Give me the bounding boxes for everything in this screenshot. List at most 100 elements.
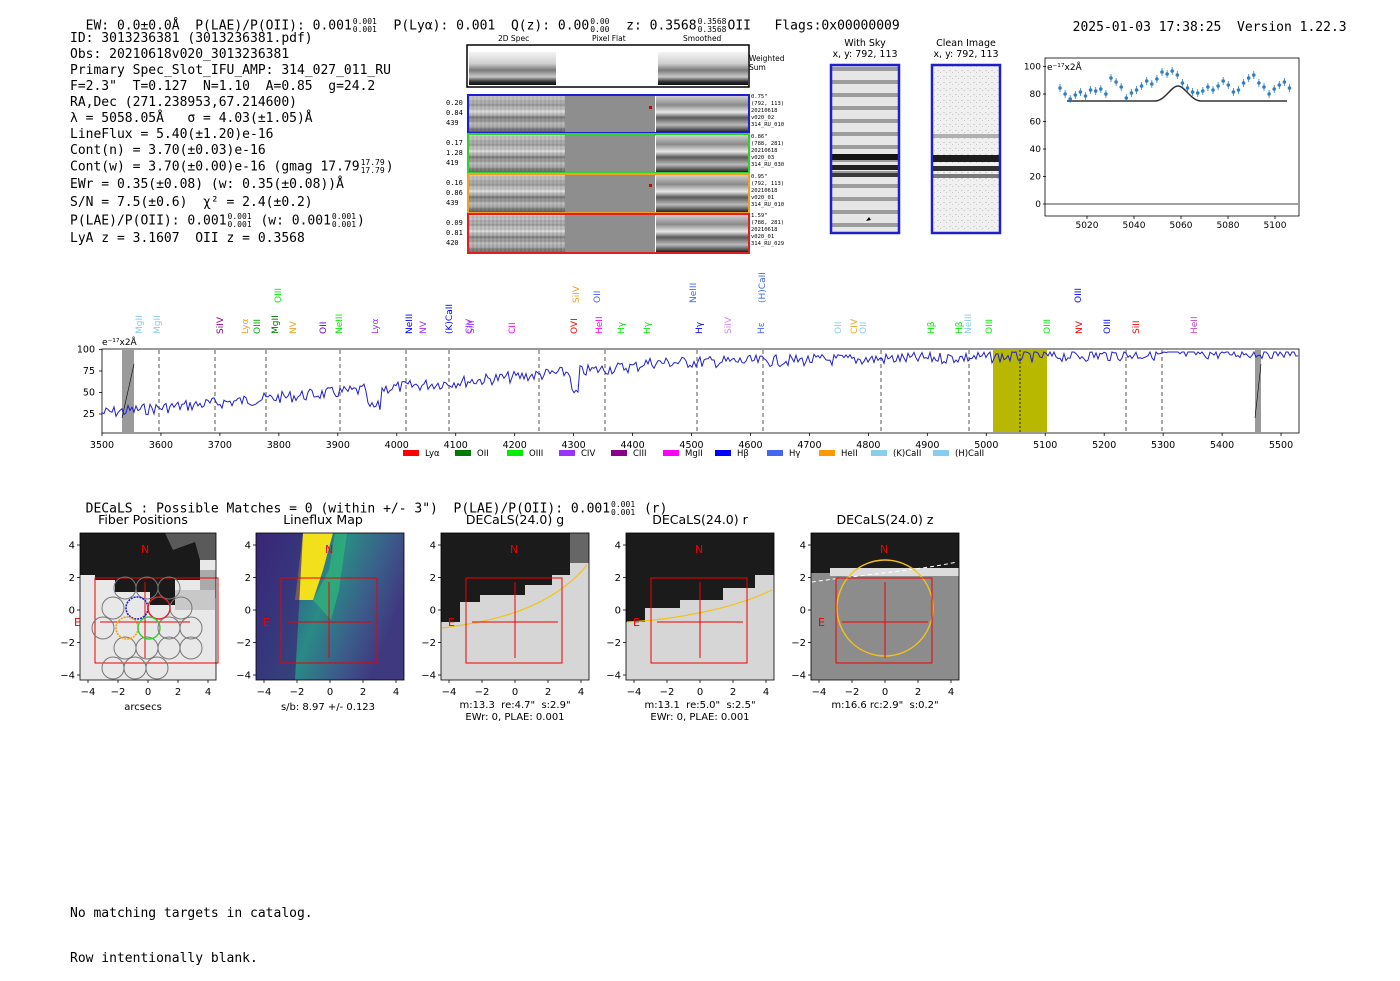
zoom-xtick-label: 5020 — [1076, 221, 1099, 231]
spectrum-xtick-label: 3800 — [267, 440, 291, 451]
zoom-point — [1262, 85, 1266, 89]
panel-xtick-label: 4 — [578, 687, 584, 698]
zoom-point — [1124, 96, 1129, 100]
row3-val-c: 439 — [446, 199, 459, 207]
zoom-ytick-label: 80 — [1030, 90, 1042, 100]
info-lineflux: LineFlux = 5.40(±1.20)e-16 — [70, 127, 274, 142]
spectrum-yticks: 25 50 75 100 — [77, 345, 102, 420]
legend-swatch — [767, 450, 783, 456]
info-plae: P(LAE)/P(OII): 0.001 0.001 0.001 (w: 0.001… — [70, 212, 365, 229]
zoom-plot: e⁻¹⁷x2Å 0 20 40 60 80 100 5020 5040 5060 5080 510… — [1024, 57, 1300, 231]
line-label: MgII — [153, 315, 163, 334]
with-sky-label: With Sky — [844, 38, 886, 49]
spectrum-xtick-label: 5200 — [1092, 440, 1116, 451]
with-sky-xy: x, y: 792, 113 — [832, 49, 898, 60]
panel-ytick-label: −4 — [421, 671, 436, 682]
header-plae-sup: 0.001 — [352, 17, 377, 26]
legend-label: (K)CaII — [893, 449, 921, 459]
info-contn: Cont(n) = 3.70(±0.03)e-16 — [70, 143, 266, 158]
line-label: SiIV — [216, 316, 226, 334]
spectrum-trace — [101, 350, 1299, 418]
info-contw-sup: 17.79 — [360, 158, 385, 167]
spec2d-row4-vals: 0.09 0.81 420 — [446, 218, 463, 248]
legend-swatch — [611, 450, 627, 456]
zoom-ytick-label: 60 — [1030, 118, 1042, 128]
row3-meta-c: 20210618 — [751, 188, 778, 194]
zoom-point — [1252, 73, 1256, 77]
info-ewr: EWr = 0.35(±0.08) (w: 0.35(±0.08))Å — [70, 177, 344, 192]
line-label: OII — [593, 291, 603, 303]
panel-ytick-label: 0 — [430, 606, 436, 617]
line-label: MgII — [271, 315, 281, 334]
panel-ytick-label: 0 — [800, 606, 806, 617]
panel-ytick-label: −2 — [421, 638, 436, 649]
zoom-point — [1231, 90, 1236, 94]
line-label: OII — [834, 322, 844, 334]
zoom-point — [1144, 79, 1149, 83]
info-id: ID: 3013236381 (3013236381.pdf) — [70, 31, 313, 46]
zoom-point — [1073, 93, 1078, 97]
line-label: CIV — [465, 318, 475, 334]
line-label: OIII — [1074, 288, 1084, 303]
row1-meta-c: 20210618 — [751, 108, 778, 114]
row1-meta-d: v020_02 — [751, 115, 775, 121]
zoom-ytick-label: 20 — [1030, 173, 1042, 183]
header-ew: EW: 0.0±0.0Å — [85, 18, 180, 34]
zoom-units: e⁻¹⁷x2Å — [1047, 61, 1083, 73]
legend-label: MgII — [685, 449, 703, 459]
panel-ytick-label: 0 — [69, 606, 75, 617]
line-label: SiII — [467, 320, 477, 334]
spectrum-xtick-label: 4100 — [444, 440, 468, 451]
zoom-xtick-label: 5040 — [1123, 221, 1146, 231]
panel-decals-g-cap1: m:13.3 re:4.7" s:2.9" — [459, 700, 571, 711]
catalog-note: No matching targets in catalog. Row inte… — [70, 876, 313, 981]
zoom-point — [1093, 89, 1098, 93]
panel-ytick-label: −4 — [606, 671, 621, 682]
header-z: z: 0.3568 — [626, 18, 697, 34]
line-label: CII — [508, 322, 518, 334]
decals-summary-sub: 0.001 — [611, 508, 636, 517]
panel-ytick-label: −2 — [791, 638, 806, 649]
header-z-sup: 0.3568 — [697, 17, 727, 26]
weighted-smooth — [658, 52, 748, 85]
line-label: OIII — [274, 288, 284, 303]
zoom-ytick-label: 100 — [1024, 63, 1041, 73]
spectrum-xtick-label: 3600 — [149, 440, 173, 451]
legend-swatch — [933, 450, 949, 456]
info-fiber: F=2.3" T=0.127 N=1.10 A=0.85 g=24.2 — [70, 79, 376, 94]
panel-decals-r-svg: N E 4 2 0 −2 −4 −4 −2 0 2 4 — [606, 532, 775, 698]
line-label: SiIV — [724, 316, 734, 334]
row4-meta-c: 20210618 — [751, 227, 778, 233]
zoom-xtick-label: 5060 — [1170, 221, 1193, 231]
line-label: OIII — [985, 319, 995, 334]
sky-svg — [829, 63, 1002, 235]
zoom-point — [1236, 88, 1241, 92]
catalog-note-line1: No matching targets in catalog. — [70, 906, 313, 921]
line-label: SiIV — [572, 285, 582, 303]
line-label: Hβ — [927, 321, 937, 334]
zoom-point — [1201, 89, 1205, 93]
line-label: NV — [419, 320, 429, 334]
zoom-point — [1180, 81, 1185, 85]
spectrum-xtick-label: 4800 — [856, 440, 880, 451]
clean-image-xy: x, y: 792, 113 — [933, 49, 999, 60]
line-label: (K)CaII — [445, 304, 455, 334]
line-label: OVI — [570, 318, 580, 334]
panel-axes: 4 2 0 −2 −4 −4 −2 0 2 4 — [236, 541, 399, 699]
line-label: OIII — [1103, 319, 1113, 334]
row2-meta-e: 314_RU_030 — [751, 162, 785, 168]
legend-label: CIV — [581, 449, 595, 459]
panel-fiber-svg: N E 4 2 0 −2 −4 −4 −2 0 2 4 — [60, 532, 219, 698]
with-sky-image — [831, 65, 899, 233]
panel-decals-z-svg: N E 4 2 0 −2 −4 −4 −2 0 2 4 — [791, 532, 960, 698]
header-qz-sub: 0.00 — [590, 25, 610, 34]
panel-decals-g-n: N — [510, 543, 518, 556]
row1-meta-b: (792, 113) — [751, 101, 785, 107]
spectrum-xtick-label: 4200 — [503, 440, 527, 451]
panel-lineflux-svg: N E 4 2 0 −2 −4 −4 −2 0 2 4 — [236, 532, 405, 699]
sky-cutouts: With Sky x, y: 792, 113 Clean Image x, y… — [822, 36, 1012, 241]
info-plae-w-sup: 0.001 — [331, 212, 357, 221]
panel-ytick-label: −4 — [791, 671, 806, 682]
row4-val-c: 420 — [446, 239, 459, 247]
panel-decals-g-title: DECaLS(24.0) g — [465, 512, 565, 527]
